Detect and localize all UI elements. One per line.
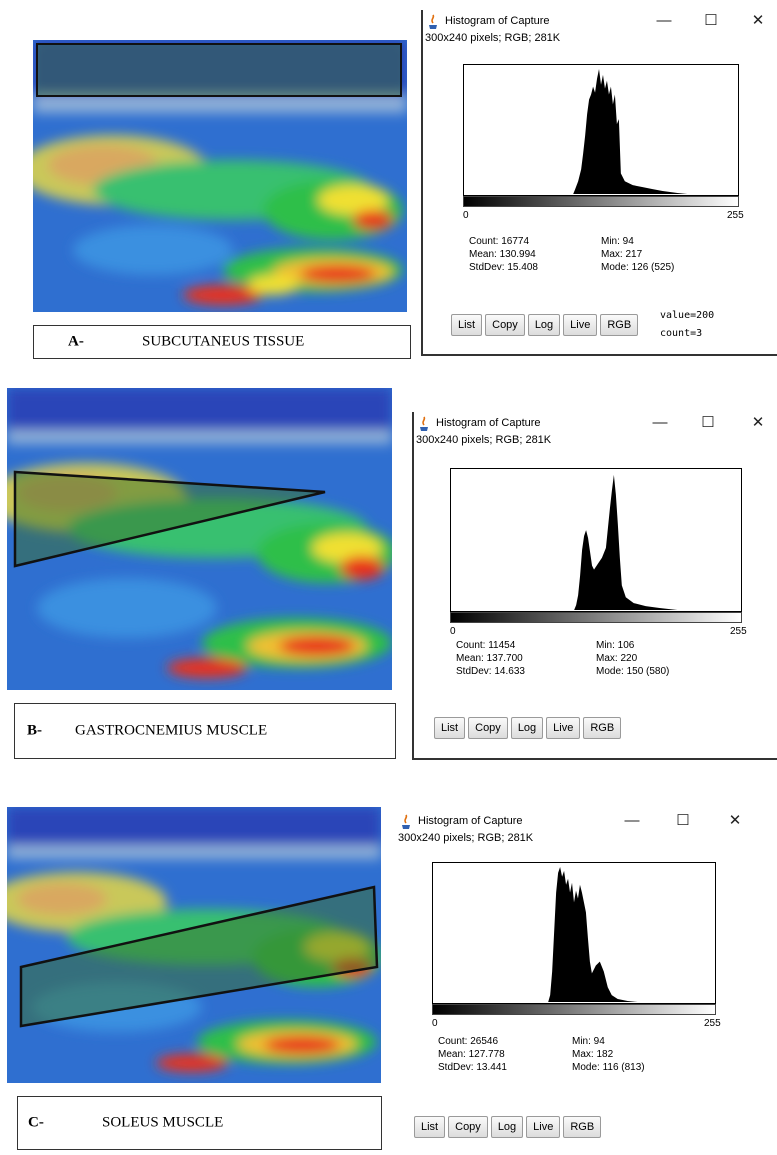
minimize-icon[interactable]: — [652, 414, 668, 431]
button-row: List Copy Log Live RGB [414, 1116, 602, 1138]
stat-min: Min: 94 [601, 236, 634, 247]
window-title: Histogram of Capture [445, 15, 550, 27]
title-bar[interactable]: Histogram of Capture — ☐ ✕ [396, 810, 762, 834]
stat-mode: Mode: 126 (525) [601, 262, 675, 273]
stat-max: Max: 217 [601, 249, 643, 260]
rgb-button[interactable]: RGB [563, 1116, 602, 1138]
stat-count: Count: 26546 [438, 1036, 499, 1047]
log-button[interactable]: Log [490, 1116, 524, 1138]
roi-rectangle-a [36, 43, 402, 97]
stat-stddev: StdDev: 15.408 [469, 262, 538, 273]
panel-name-a: SUBCUTANEUS TISSUE [142, 333, 305, 350]
stat-mean: Mean: 130.994 [469, 249, 536, 260]
histogram-bars [548, 866, 638, 1003]
copy-button[interactable]: Copy [485, 314, 525, 336]
stat-max: Max: 220 [596, 653, 638, 664]
readout-count: count=3 [660, 328, 703, 339]
rgb-button[interactable]: RGB [583, 717, 622, 739]
roi-quadrilateral-c [19, 885, 379, 1028]
axis-max-label: 255 [704, 1018, 721, 1029]
axis-min-label: 0 [463, 210, 469, 221]
panel-letter-a: A- [68, 333, 84, 350]
minimize-icon[interactable]: — [624, 812, 640, 829]
panel-letter-b: B- [27, 722, 42, 739]
stat-min: Min: 94 [572, 1036, 605, 1047]
elastography-image-c [7, 807, 381, 1083]
list-button[interactable]: List [451, 314, 483, 336]
panel-name-c: SOLEUS MUSCLE [102, 1114, 224, 1131]
caption-a: A- SUBCUTANEUS TISSUE [33, 325, 411, 359]
java-cup-icon [420, 416, 428, 431]
close-icon[interactable]: ✕ [751, 414, 765, 431]
close-icon[interactable]: ✕ [728, 812, 742, 829]
panel-letter-c: C- [28, 1114, 44, 1131]
heatmap-c [7, 807, 381, 1083]
rgb-button[interactable]: RGB [600, 314, 639, 336]
stat-mode: Mode: 116 (813) [572, 1062, 645, 1073]
live-button[interactable]: Live [526, 1116, 561, 1138]
panel-name-b: GASTROCNEMIUS MUSCLE [75, 722, 268, 739]
image-info: 300x240 pixels; RGB; 281K [398, 832, 534, 844]
axis-min-label: 0 [432, 1018, 438, 1029]
elastography-image-b [7, 388, 392, 690]
histogram-window-a: Histogram of Capture — ☐ ✕ 300x240 pixel… [421, 10, 777, 356]
log-button[interactable]: Log [527, 314, 561, 336]
java-cup-icon [429, 14, 437, 29]
live-button[interactable]: Live [563, 314, 598, 336]
image-info: 300x240 pixels; RGB; 281K [416, 434, 552, 446]
stat-count: Count: 11454 [456, 640, 516, 651]
roi-triangle-b [13, 470, 326, 568]
histogram-bars [574, 474, 678, 611]
elastography-image-a [33, 40, 407, 312]
log-button[interactable]: Log [510, 717, 544, 739]
title-bar[interactable]: Histogram of Capture — ☐ ✕ [423, 10, 777, 34]
stat-mean: Mean: 127.778 [438, 1049, 505, 1060]
histogram-bars [573, 68, 688, 195]
axis-min-label: 0 [450, 626, 456, 637]
grayscale-ramp [432, 1004, 716, 1015]
caption-b: B- GASTROCNEMIUS MUSCLE [14, 703, 396, 759]
stat-max: Max: 182 [572, 1049, 614, 1060]
image-info: 300x240 pixels; RGB; 281K [425, 32, 561, 44]
axis-max-label: 255 [727, 210, 744, 221]
axis-max-label: 255 [730, 626, 747, 637]
histogram-window-b: Histogram of Capture — ☐ ✕ 300x240 pixel… [412, 412, 777, 760]
live-button[interactable]: Live [546, 717, 581, 739]
maximize-icon[interactable]: ☐ [676, 812, 690, 829]
histogram-plot [432, 862, 716, 1004]
list-button[interactable]: List [414, 1116, 446, 1138]
maximize-icon[interactable]: ☐ [704, 12, 718, 29]
stat-mean: Mean: 137.700 [456, 653, 523, 664]
window-title: Histogram of Capture [436, 417, 541, 429]
readout-value: value=200 [660, 310, 715, 321]
grayscale-ramp [450, 612, 742, 623]
close-icon[interactable]: ✕ [751, 12, 765, 29]
maximize-icon[interactable]: ☐ [701, 414, 715, 431]
histogram-plot [450, 468, 742, 612]
stat-min: Min: 106 [596, 640, 635, 651]
java-cup-icon [402, 814, 410, 829]
stat-stddev: StdDev: 13.441 [438, 1062, 507, 1073]
window-title: Histogram of Capture [418, 815, 523, 827]
copy-button[interactable]: Copy [448, 1116, 488, 1138]
stat-count: Count: 16774 [469, 236, 530, 247]
title-bar[interactable]: Histogram of Capture — ☐ ✕ [414, 412, 777, 436]
stat-mode: Mode: 150 (580) [596, 666, 670, 677]
heatmap-b [7, 388, 392, 690]
list-button[interactable]: List [434, 717, 466, 739]
stat-stddev: StdDev: 14.633 [456, 666, 525, 677]
histogram-plot [463, 64, 739, 196]
copy-button[interactable]: Copy [468, 717, 508, 739]
grayscale-ramp [463, 196, 739, 207]
button-row: List Copy Log Live RGB [451, 314, 639, 336]
histogram-window-c: Histogram of Capture — ☐ ✕ 300x240 pixel… [396, 810, 762, 1155]
button-row: List Copy Log Live RGB [434, 717, 622, 739]
cursor-readout: value=200 count=3 [660, 307, 714, 343]
minimize-icon[interactable]: — [656, 12, 672, 29]
heatmap-a [33, 40, 407, 312]
caption-c: C- SOLEUS MUSCLE [17, 1096, 382, 1150]
